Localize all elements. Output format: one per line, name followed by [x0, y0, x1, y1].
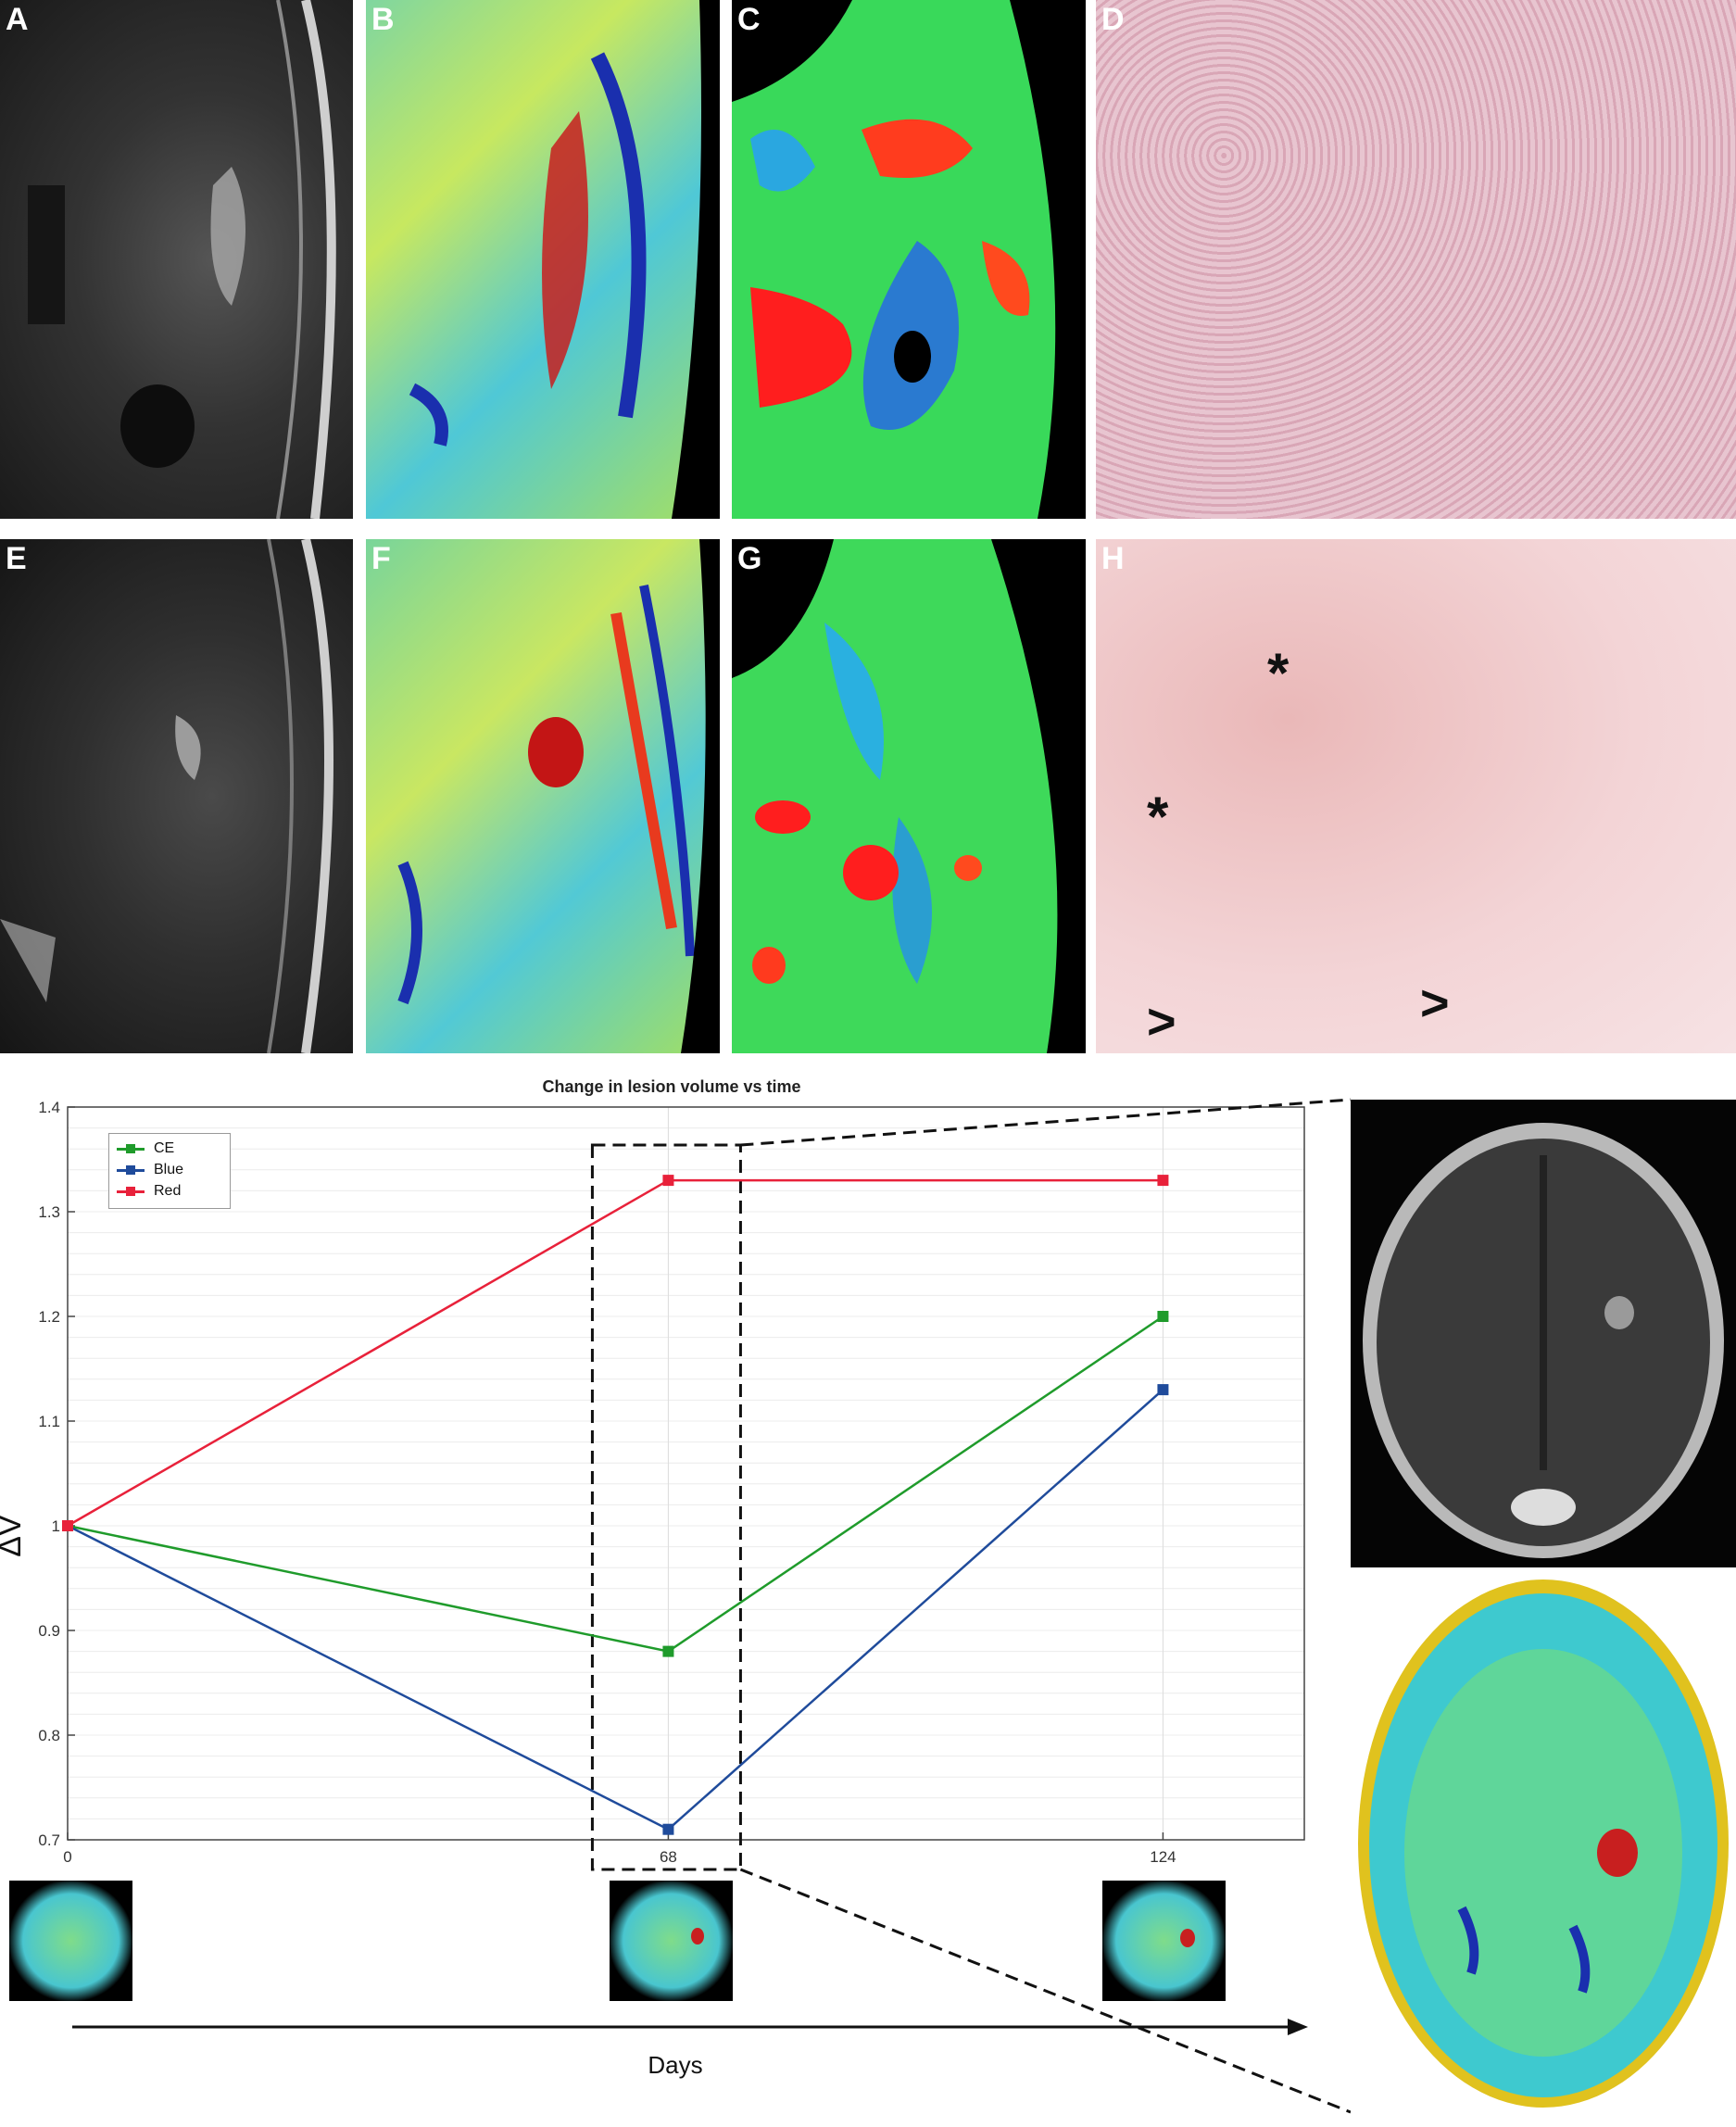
zoom-connector-bottom [739, 1868, 1352, 2114]
y-tick-label: 1.1 [38, 1413, 60, 1430]
y-tick-label: 1.3 [38, 1203, 60, 1221]
panel-a-mri: A [0, 0, 353, 519]
panel-b-map: B [366, 0, 720, 519]
panel-label-b: B [371, 2, 395, 37]
x-tick-label: 0 [63, 1848, 71, 1866]
data-point-red [662, 1175, 674, 1187]
panel-f-map: F [366, 539, 720, 1053]
thumbnail-day-0 [9, 1881, 132, 2001]
map-image-f [397, 539, 720, 1053]
series-line-red [67, 1178, 1164, 1528]
legend-label-red: Red [154, 1183, 182, 1199]
asterisk-marker-1: * [1267, 642, 1289, 704]
data-point-ce [1157, 1311, 1169, 1322]
zoom-box [590, 1143, 742, 1871]
thumbnail-124-lesion [1180, 1929, 1195, 1947]
y-axis-label: ΔV [0, 1515, 28, 1557]
y-tick-label: 0.7 [38, 1831, 60, 1849]
y-tick-label: 0.8 [38, 1727, 60, 1744]
map-image-c [732, 0, 1086, 519]
legend-marker-red [126, 1187, 135, 1196]
panel-h-histology: H * * > > [1096, 539, 1736, 1053]
panel-label-e: E [6, 541, 27, 576]
thumbnail-day-124 [1102, 1881, 1226, 2001]
zoom-map-drawing [1358, 1580, 1729, 2108]
mri-image-a [28, 0, 336, 519]
y-tick-label: 0.9 [38, 1622, 60, 1640]
legend-marker-ce [126, 1144, 135, 1153]
panel-label-g: G [737, 541, 762, 576]
panel-label-h: H [1101, 541, 1125, 576]
chart-legend: CE Blue Red [108, 1133, 231, 1209]
map-image-b [409, 0, 720, 519]
panel-c-map: C [732, 0, 1086, 519]
lesion-volume-chart: Change in lesion volume vs time 0.70.80.… [0, 1077, 1352, 2114]
zoom-mri-drawing [1363, 1123, 1724, 1558]
days-arrow-head [1288, 2019, 1308, 2035]
data-point-ce [662, 1645, 674, 1657]
y-tick-label: 1 [52, 1517, 60, 1535]
x-tick-label: 68 [660, 1848, 677, 1866]
panel-label-c: C [737, 2, 761, 37]
chart-title: Change in lesion volume vs time [542, 1077, 800, 1096]
panel-label-f: F [371, 541, 391, 576]
legend-marker-blue [126, 1165, 135, 1175]
panel-g-map: G [732, 539, 1086, 1053]
thumbnail-68-lesion [691, 1928, 704, 1945]
panel-label-a: A [6, 2, 29, 37]
zoom-mri-image [1351, 1100, 1736, 1567]
data-point-red [1157, 1175, 1169, 1187]
y-tick-label: 1.4 [38, 1099, 60, 1116]
legend-label-ce: CE [154, 1140, 175, 1156]
chart-grid [67, 1106, 1304, 1841]
zoom-connector-top [740, 1098, 1352, 1147]
map-image-g [732, 539, 1086, 1053]
arrowhead-marker-1: > [1147, 994, 1176, 1050]
panel-label-d: D [1101, 2, 1125, 37]
data-point-blue [662, 1823, 674, 1835]
x-axis-label: Days [648, 2051, 702, 2079]
asterisk-marker-2: * [1147, 786, 1169, 848]
y-tick-label: 1.2 [38, 1308, 60, 1326]
data-point-red [62, 1520, 73, 1531]
panel-d-histology: D [1096, 0, 1736, 519]
thumbnail-day-68 [610, 1881, 733, 2001]
data-point-blue [1157, 1384, 1169, 1396]
x-tick-label: 124 [1150, 1848, 1176, 1866]
legend-label-blue: Blue [154, 1162, 184, 1177]
chart-series [62, 1175, 1169, 1835]
mri-image-e [0, 539, 333, 1053]
plot-frame [67, 1106, 1305, 1841]
chart-axes: 0.7 0.8 0.9 1 1.1 1.2 1.3 1.4 0 68 124 [38, 1099, 1305, 1866]
arrowhead-marker-2: > [1420, 975, 1450, 1031]
zoom-map-image [1351, 1575, 1736, 2112]
zoom-highlight [590, 1098, 1352, 2114]
panel-e-mri: E [0, 539, 353, 1053]
